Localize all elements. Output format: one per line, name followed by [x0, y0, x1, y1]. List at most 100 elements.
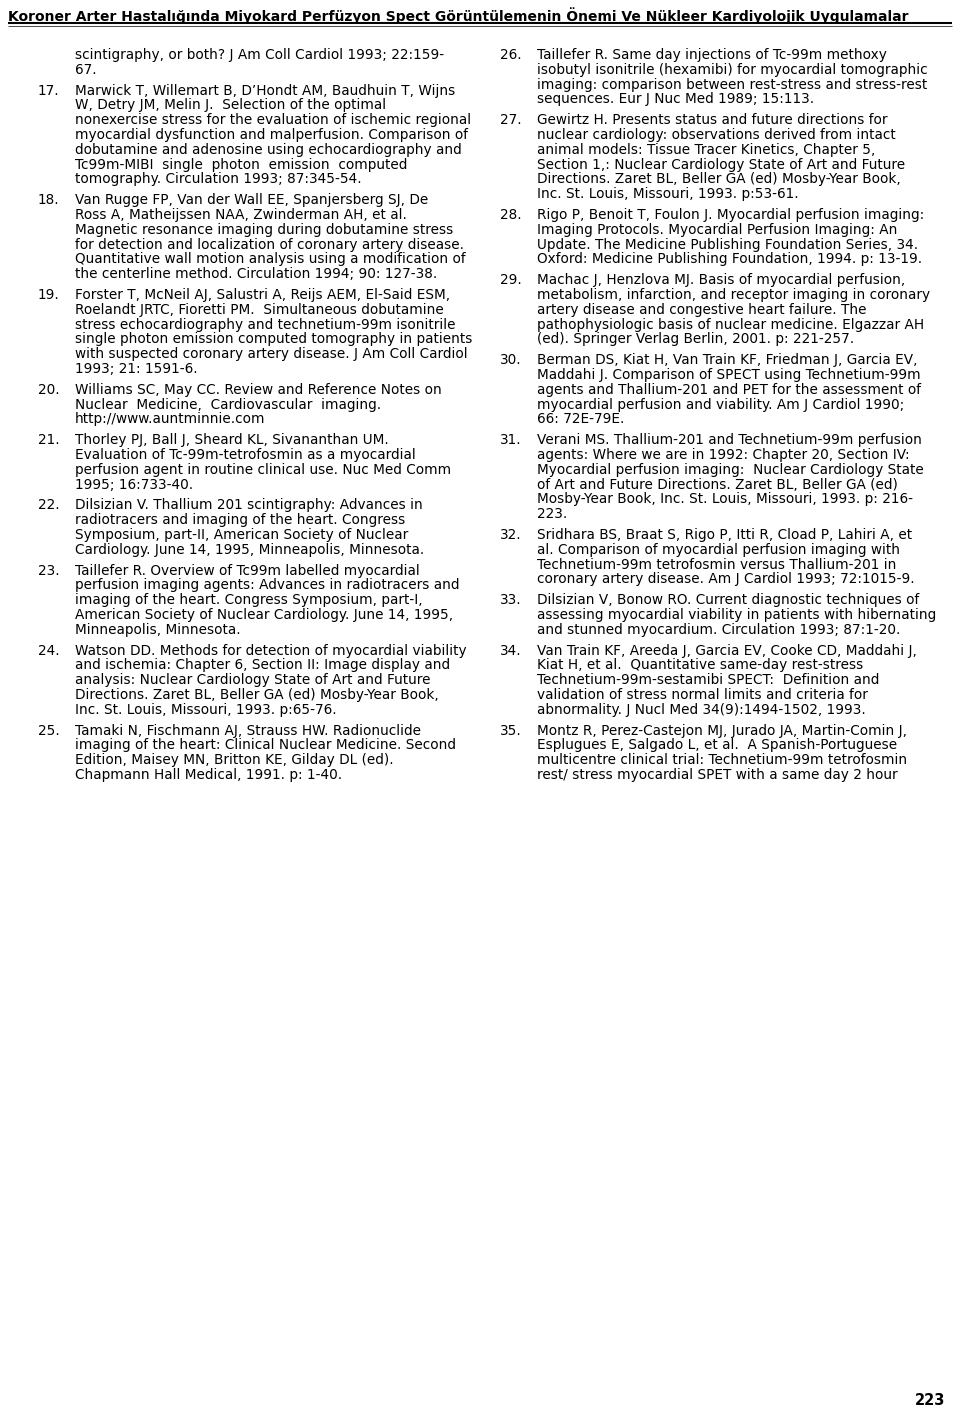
Text: Williams SC, May CC. Review and Reference Notes on: Williams SC, May CC. Review and Referenc…: [75, 383, 442, 396]
Text: 19.: 19.: [38, 288, 60, 302]
Text: Machac J, Henzlova MJ. Basis of myocardial perfusion,: Machac J, Henzlova MJ. Basis of myocardi…: [537, 274, 905, 288]
Text: Berman DS, Kiat H, Van Train KF, Friedman J, Garcia EV,: Berman DS, Kiat H, Van Train KF, Friedma…: [537, 353, 918, 368]
Text: American Society of Nuclear Cardiology. June 14, 1995,: American Society of Nuclear Cardiology. …: [75, 608, 453, 621]
Text: 17.: 17.: [38, 84, 60, 97]
Text: Magnetic resonance imaging during dobutamine stress: Magnetic resonance imaging during dobuta…: [75, 222, 453, 237]
Text: Van Rugge FP, Van der Wall EE, Spanjersberg SJ, De: Van Rugge FP, Van der Wall EE, Spanjersb…: [75, 194, 428, 207]
Text: Kiat H, et al.  Quantitative same-day rest-stress: Kiat H, et al. Quantitative same-day res…: [537, 658, 863, 673]
Text: validation of stress normal limits and criteria for: validation of stress normal limits and c…: [537, 688, 868, 703]
Text: Taillefer R. Same day injections of Tc-99m methoxy: Taillefer R. Same day injections of Tc-9…: [537, 48, 887, 63]
Text: Rigo P, Benoit T, Foulon J. Myocardial perfusion imaging:: Rigo P, Benoit T, Foulon J. Myocardial p…: [537, 208, 924, 222]
Text: Esplugues E, Salgado L, et al.  A Spanish-Portuguese: Esplugues E, Salgado L, et al. A Spanish…: [537, 738, 898, 752]
Text: stress echocardiography and technetium-99m isonitrile: stress echocardiography and technetium-9…: [75, 318, 455, 332]
Text: Tamaki N, Fischmann AJ, Strauss HW. Radionuclide: Tamaki N, Fischmann AJ, Strauss HW. Radi…: [75, 724, 421, 738]
Text: 1995; 16:733-40.: 1995; 16:733-40.: [75, 477, 193, 492]
Text: Cardiology. June 14, 1995, Minneapolis, Minnesota.: Cardiology. June 14, 1995, Minneapolis, …: [75, 543, 424, 557]
Text: 27.: 27.: [500, 113, 521, 127]
Text: 1993; 21: 1591-6.: 1993; 21: 1591-6.: [75, 362, 198, 376]
Text: 66: 72E-79E.: 66: 72E-79E.: [537, 412, 624, 426]
Text: pathophysiologic basis of nuclear medicine. Elgazzar AH: pathophysiologic basis of nuclear medici…: [537, 318, 924, 332]
Text: 223: 223: [915, 1394, 945, 1408]
Text: metabolism, infarction, and receptor imaging in coronary: metabolism, infarction, and receptor ima…: [537, 288, 930, 302]
Text: Directions. Zaret BL, Beller GA (ed) Mosby-Year Book,: Directions. Zaret BL, Beller GA (ed) Mos…: [75, 688, 439, 703]
Text: the centerline method. Circulation 1994; 90: 127-38.: the centerline method. Circulation 1994;…: [75, 268, 437, 281]
Text: Imaging Protocols. Myocardial Perfusion Imaging: An: Imaging Protocols. Myocardial Perfusion …: [537, 222, 898, 237]
Text: 25.: 25.: [38, 724, 60, 738]
Text: dobutamine and adenosine using echocardiography and: dobutamine and adenosine using echocardi…: [75, 142, 462, 157]
Text: Van Train KF, Areeda J, Garcia EV, Cooke CD, Maddahi J,: Van Train KF, Areeda J, Garcia EV, Cooke…: [537, 644, 917, 657]
Text: abnormality. J Nucl Med 34(9):1494-1502, 1993.: abnormality. J Nucl Med 34(9):1494-1502,…: [537, 703, 866, 717]
Text: al. Comparison of myocardial perfusion imaging with: al. Comparison of myocardial perfusion i…: [537, 543, 900, 557]
Text: http://www.auntminnie.com: http://www.auntminnie.com: [75, 412, 266, 426]
Text: Gewirtz H. Presents status and future directions for: Gewirtz H. Presents status and future di…: [537, 113, 887, 127]
Text: Quantitative wall motion analysis using a modification of: Quantitative wall motion analysis using …: [75, 252, 466, 266]
Text: for detection and localization of coronary artery disease.: for detection and localization of corona…: [75, 238, 464, 252]
Text: agents: Where we are in 1992: Chapter 20, Section IV:: agents: Where we are in 1992: Chapter 20…: [537, 447, 910, 462]
Text: imaging of the heart: Clinical Nuclear Medicine. Second: imaging of the heart: Clinical Nuclear M…: [75, 738, 456, 752]
Text: Update. The Medicine Publishing Foundation Series, 34.: Update. The Medicine Publishing Foundati…: [537, 238, 918, 252]
Text: assessing myocardial viability in patients with hibernating: assessing myocardial viability in patien…: [537, 608, 936, 621]
Text: Roelandt JRTC, Fioretti PM.  Simultaneous dobutamine: Roelandt JRTC, Fioretti PM. Simultaneous…: [75, 302, 444, 316]
Text: analysis: Nuclear Cardiology State of Art and Future: analysis: Nuclear Cardiology State of Ar…: [75, 673, 430, 687]
Text: nuclear cardiology: observations derived from intact: nuclear cardiology: observations derived…: [537, 128, 896, 142]
Text: perfusion agent in routine clinical use. Nuc Med Comm: perfusion agent in routine clinical use.…: [75, 463, 451, 477]
Text: 28.: 28.: [500, 208, 521, 222]
Text: 223.: 223.: [537, 507, 567, 522]
Text: Mosby-Year Book, Inc. St. Louis, Missouri, 1993. p: 216-: Mosby-Year Book, Inc. St. Louis, Missour…: [537, 493, 913, 506]
Text: isobutyl isonitrile (hexamibi) for myocardial tomographic: isobutyl isonitrile (hexamibi) for myoca…: [537, 63, 927, 77]
Text: 26.: 26.: [500, 48, 521, 63]
Text: of Art and Future Directions. Zaret BL, Beller GA (ed): of Art and Future Directions. Zaret BL, …: [537, 477, 898, 492]
Text: Directions. Zaret BL, Beller GA (ed) Mosby-Year Book,: Directions. Zaret BL, Beller GA (ed) Mos…: [537, 172, 900, 187]
Text: Symposium, part-II, American Society of Nuclear: Symposium, part-II, American Society of …: [75, 529, 408, 542]
Text: Sridhara BS, Braat S, Rigo P, Itti R, Cload P, Lahiri A, et: Sridhara BS, Braat S, Rigo P, Itti R, Cl…: [537, 529, 912, 542]
Text: Thorley PJ, Ball J, Sheard KL, Sivananthan UM.: Thorley PJ, Ball J, Sheard KL, Sivananth…: [75, 433, 389, 447]
Text: 21.: 21.: [38, 433, 60, 447]
Text: Nuclear  Medicine,  Cardiovascular  imaging.: Nuclear Medicine, Cardiovascular imaging…: [75, 398, 381, 412]
Text: Marwick T, Willemart B, D’Hondt AM, Baudhuin T, Wijns: Marwick T, Willemart B, D’Hondt AM, Baud…: [75, 84, 455, 97]
Text: sequences. Eur J Nuc Med 1989; 15:113.: sequences. Eur J Nuc Med 1989; 15:113.: [537, 93, 814, 107]
Text: rest/ stress myocardial SPET with a same day 2 hour: rest/ stress myocardial SPET with a same…: [537, 768, 898, 782]
Text: 33.: 33.: [500, 593, 521, 607]
Text: with suspected coronary artery disease. J Am Coll Cardiol: with suspected coronary artery disease. …: [75, 348, 468, 361]
Text: agents and Thallium-201 and PET for the assessment of: agents and Thallium-201 and PET for the …: [537, 383, 921, 396]
Text: Section 1,: Nuclear Cardiology State of Art and Future: Section 1,: Nuclear Cardiology State of …: [537, 158, 905, 171]
Text: multicentre clinical trial: Technetium-99m tetrofosmin: multicentre clinical trial: Technetium-9…: [537, 754, 907, 767]
Text: 32.: 32.: [500, 529, 521, 542]
Text: Koroner Arter Hastalığında Miyokard Perfüzyon Spect Görüntülemenin Önemi Ve Nükl: Koroner Arter Hastalığında Miyokard Perf…: [8, 7, 908, 24]
Text: myocardial dysfunction and malperfusion. Comparison of: myocardial dysfunction and malperfusion.…: [75, 128, 468, 142]
Text: Inc. St. Louis, Missouri, 1993. p:53-61.: Inc. St. Louis, Missouri, 1993. p:53-61.: [537, 187, 799, 201]
Text: 24.: 24.: [38, 644, 60, 657]
Text: (ed). Springer Verlag Berlin, 2001. p: 221-257.: (ed). Springer Verlag Berlin, 2001. p: 2…: [537, 332, 854, 346]
Text: Forster T, McNeil AJ, Salustri A, Reijs AEM, El-Said ESM,: Forster T, McNeil AJ, Salustri A, Reijs …: [75, 288, 450, 302]
Text: Technetium-99m tetrofosmin versus Thallium-201 in: Technetium-99m tetrofosmin versus Thalli…: [537, 557, 897, 571]
Text: Technetium-99m-sestamibi SPECT:  Definition and: Technetium-99m-sestamibi SPECT: Definiti…: [537, 673, 879, 687]
Text: 35.: 35.: [500, 724, 521, 738]
Text: Evaluation of Tc-99m-tetrofosmin as a myocardial: Evaluation of Tc-99m-tetrofosmin as a my…: [75, 447, 416, 462]
Text: Maddahi J. Comparison of SPECT using Technetium-99m: Maddahi J. Comparison of SPECT using Tec…: [537, 368, 921, 382]
Text: 20.: 20.: [38, 383, 60, 396]
Text: 22.: 22.: [38, 499, 60, 513]
Text: Dilsizian V. Thallium 201 scintigraphy: Advances in: Dilsizian V. Thallium 201 scintigraphy: …: [75, 499, 422, 513]
Text: scintigraphy, or both? J Am Coll Cardiol 1993; 22:159-: scintigraphy, or both? J Am Coll Cardiol…: [75, 48, 444, 63]
Text: artery disease and congestive heart failure. The: artery disease and congestive heart fail…: [537, 302, 867, 316]
Text: 18.: 18.: [38, 194, 60, 207]
Text: Minneapolis, Minnesota.: Minneapolis, Minnesota.: [75, 623, 241, 637]
Text: Oxford: Medicine Publishing Foundation, 1994. p: 13-19.: Oxford: Medicine Publishing Foundation, …: [537, 252, 923, 266]
Text: perfusion imaging agents: Advances in radiotracers and: perfusion imaging agents: Advances in ra…: [75, 579, 460, 593]
Text: single photon emission computed tomography in patients: single photon emission computed tomograp…: [75, 332, 472, 346]
Text: imaging of the heart. Congress Symposium, part-I,: imaging of the heart. Congress Symposium…: [75, 593, 422, 607]
Text: Watson DD. Methods for detection of myocardial viability: Watson DD. Methods for detection of myoc…: [75, 644, 467, 657]
Text: and stunned myocardium. Circulation 1993; 87:1-20.: and stunned myocardium. Circulation 1993…: [537, 623, 900, 637]
Text: 29.: 29.: [500, 274, 521, 288]
Text: Dilsizian V, Bonow RO. Current diagnostic techniques of: Dilsizian V, Bonow RO. Current diagnosti…: [537, 593, 920, 607]
Text: 31.: 31.: [500, 433, 521, 447]
Text: Tc99m-MIBI  single  photon  emission  computed: Tc99m-MIBI single photon emission comput…: [75, 158, 407, 171]
Text: and ischemia: Chapter 6, Section II: Image display and: and ischemia: Chapter 6, Section II: Ima…: [75, 658, 450, 673]
Text: Inc. St. Louis, Missouri, 1993. p:65-76.: Inc. St. Louis, Missouri, 1993. p:65-76.: [75, 703, 337, 717]
Text: coronary artery disease. Am J Cardiol 1993; 72:1015-9.: coronary artery disease. Am J Cardiol 19…: [537, 573, 915, 587]
Text: imaging: comparison between rest-stress and stress-rest: imaging: comparison between rest-stress …: [537, 77, 927, 91]
Text: 23.: 23.: [38, 564, 60, 577]
Text: myocardial perfusion and viability. Am J Cardiol 1990;: myocardial perfusion and viability. Am J…: [537, 398, 904, 412]
Text: tomography. Circulation 1993; 87:345-54.: tomography. Circulation 1993; 87:345-54.: [75, 172, 362, 187]
Text: W, Detry JM, Melin J.  Selection of the optimal: W, Detry JM, Melin J. Selection of the o…: [75, 98, 386, 113]
